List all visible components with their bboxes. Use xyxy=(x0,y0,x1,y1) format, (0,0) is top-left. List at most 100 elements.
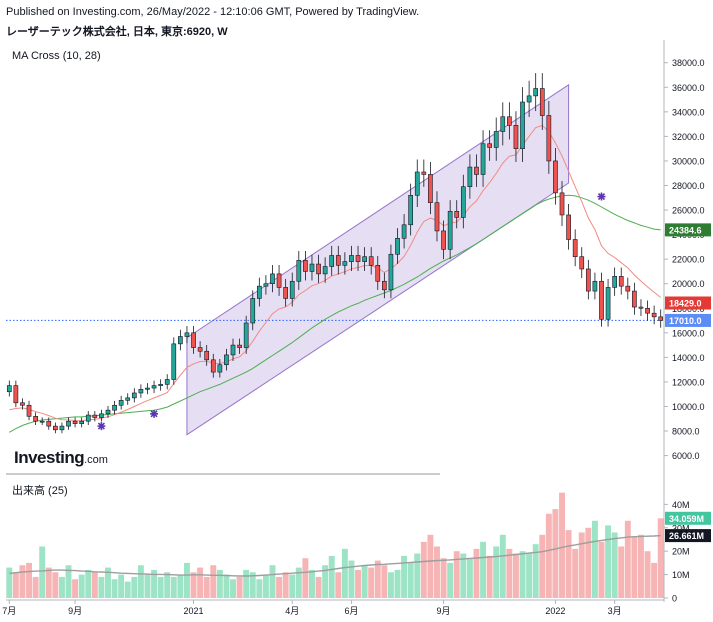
volume-bar xyxy=(65,565,72,598)
volume-bar xyxy=(183,562,190,598)
candle-body xyxy=(454,210,460,218)
volume-bar xyxy=(631,537,638,598)
volume-bar xyxy=(578,532,585,598)
volume-bar xyxy=(539,534,546,598)
volume-bar xyxy=(526,553,533,598)
volume-bar xyxy=(256,579,263,598)
volume-bar xyxy=(216,569,223,598)
candle-body xyxy=(270,273,275,285)
price-tick-label: 38000.0 xyxy=(672,58,705,68)
volume-bar xyxy=(638,534,644,598)
candle-body xyxy=(414,171,420,196)
price-badge-bg xyxy=(665,223,711,237)
ma-cross-marker xyxy=(97,422,106,431)
candle-body xyxy=(533,88,539,97)
volume-bar xyxy=(98,576,105,598)
volume-bar xyxy=(335,572,342,598)
volume-bar xyxy=(144,574,151,598)
candle-body xyxy=(513,125,519,149)
price-tick-label: 20000.0 xyxy=(672,279,705,289)
candle-body xyxy=(651,312,657,318)
volume-badge-bg xyxy=(665,511,711,525)
volume-bar xyxy=(12,572,19,598)
volume-bar xyxy=(118,574,125,598)
candle-body xyxy=(500,116,506,132)
volume-bar xyxy=(506,548,513,598)
volume-bar xyxy=(19,565,26,598)
volume-bar xyxy=(151,569,158,598)
volume-bar xyxy=(164,572,171,598)
candle-body xyxy=(237,344,242,348)
candle-body xyxy=(20,402,25,406)
price-tick-label: 8000.0 xyxy=(672,427,700,437)
time-tick-label: 7月 xyxy=(2,606,16,616)
volume-bar xyxy=(440,558,447,598)
volume-badge: 26.661M xyxy=(669,531,704,541)
volume-bar xyxy=(572,548,579,598)
volume-bar xyxy=(407,562,414,598)
candle-body xyxy=(467,166,473,188)
candle-body xyxy=(375,264,381,282)
volume-bar xyxy=(618,546,625,598)
volume-bar xyxy=(72,579,79,598)
candle-body xyxy=(66,420,71,427)
volume-bar xyxy=(111,579,118,598)
candle-body xyxy=(329,255,335,267)
volume-bar xyxy=(611,532,618,598)
ma-cross-marker xyxy=(597,192,606,201)
volume-bar xyxy=(276,576,283,598)
candle-body xyxy=(572,239,578,258)
price-tick-label: 14000.0 xyxy=(672,353,705,363)
volume-bar xyxy=(394,569,401,598)
candle-body xyxy=(39,420,45,423)
volume-bar xyxy=(651,562,658,598)
volume-tick-label: 40M xyxy=(672,500,690,510)
volume-badge-bg xyxy=(665,529,711,543)
volume-bar xyxy=(499,534,506,598)
candle-body xyxy=(13,385,19,404)
candle-body xyxy=(618,276,624,287)
volume-bar xyxy=(552,509,559,598)
indicator-label: MA Cross (10, 28) xyxy=(12,50,101,62)
volume-bar xyxy=(289,574,296,598)
volume-bar xyxy=(243,569,250,598)
time-tick-label: 4月 xyxy=(285,606,299,616)
volume-bar xyxy=(605,525,612,598)
candle-body xyxy=(434,202,440,232)
volume-bar xyxy=(309,569,315,598)
volume-bar xyxy=(282,572,289,598)
candle-body xyxy=(585,268,591,292)
volume-bar xyxy=(545,513,552,598)
ma-fast-line xyxy=(9,124,662,422)
candle-body xyxy=(283,287,288,299)
candle-body xyxy=(243,322,249,348)
candle-body xyxy=(546,115,552,162)
candle-body xyxy=(395,237,400,255)
volume-bar xyxy=(249,572,256,598)
volume-bar xyxy=(420,541,427,598)
volume-bar xyxy=(295,567,302,598)
ma-slow-line xyxy=(9,194,661,433)
price-tick-label: 16000.0 xyxy=(672,328,705,338)
price-tick-label: 22000.0 xyxy=(672,255,705,265)
volume-bar xyxy=(480,541,487,598)
candle-body xyxy=(131,392,137,399)
time-axis: 7月 9月 2021 4月 6月 9月 2022 3月 xyxy=(2,599,664,616)
time-tick-label: 6月 xyxy=(344,606,358,616)
candle-body xyxy=(197,347,203,352)
candle-body xyxy=(6,385,12,393)
price-badge-bg xyxy=(665,313,711,327)
candle-body xyxy=(355,255,361,262)
volume-bar xyxy=(414,553,421,598)
candle-body xyxy=(118,400,124,406)
volume-bar xyxy=(105,567,111,598)
candle-body xyxy=(401,224,407,239)
candle-body xyxy=(447,210,453,250)
volume-bar xyxy=(131,576,138,598)
candle-body xyxy=(632,290,637,308)
price-tick-label: 34000.0 xyxy=(672,107,705,117)
candle-body xyxy=(645,307,650,314)
volume-bar xyxy=(58,576,65,598)
price-tick-label: 28000.0 xyxy=(672,181,705,191)
